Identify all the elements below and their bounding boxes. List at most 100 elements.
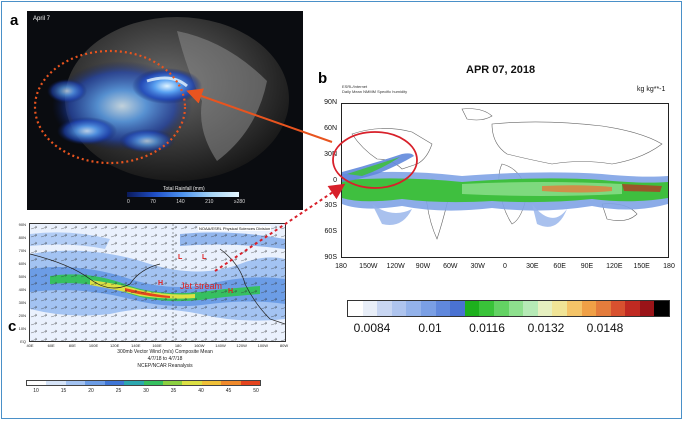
wind-lon-label: 120E: [109, 343, 120, 348]
humidity-colorbar-swatch: [566, 301, 582, 316]
panel-c-letter: c: [8, 318, 17, 335]
wind-colorbar-swatch: [240, 381, 261, 385]
wind-lat-label: 90N: [18, 222, 26, 227]
wind-colorbar-swatch: [104, 381, 125, 385]
wind-lat-label: 10N: [18, 326, 26, 331]
humidity-lon-label: 150E: [633, 263, 650, 270]
wind-colorbar-swatch: [46, 381, 66, 385]
humidity-colorbar-label: 0.0116: [469, 321, 505, 335]
humidity-colorbar-swatch: [523, 301, 538, 316]
wind-lon-label: 140W: [215, 343, 226, 348]
humidity-colorbar-swatch: [450, 301, 465, 316]
panel-b-subtitle-line-1: ESRL/Internet: [342, 84, 368, 89]
wind-lon-label: 180: [174, 343, 182, 348]
humidity-lon-label: 90E: [580, 263, 594, 270]
humidity-colorbar-label: 0.0148: [586, 321, 624, 335]
humidity-lat-label: 60N: [324, 124, 337, 132]
humidity-lon-label: 30E: [526, 263, 539, 270]
humidity-colorbar-swatch: [639, 301, 655, 316]
humidity-colorbar-swatch: [581, 301, 597, 316]
rainfall-colorbar: [127, 192, 239, 197]
rainfall-tick-4: ≥280: [233, 199, 245, 205]
wind-colorbar: [26, 380, 261, 386]
humidity-colorbar-label: 0.01: [418, 321, 442, 335]
wind-colorbar-label: 30: [143, 388, 149, 394]
wind-lon-label: 160E: [152, 343, 162, 348]
wind-colorbar-swatch: [124, 381, 144, 385]
wind-colorbar-label: 10: [33, 388, 39, 394]
wind-colorbar-label: 35: [170, 388, 177, 394]
rainfall-tick-1: 70: [150, 199, 156, 205]
wind-colorbar-swatch: [201, 381, 222, 385]
humidity-colorbar-swatch: [348, 301, 363, 316]
humidity-colorbar: [347, 300, 670, 317]
humidity-colorbar-swatch: [596, 301, 611, 316]
humidity-colorbar-swatch: [464, 301, 480, 316]
humidity-lon-label: 150W: [359, 263, 378, 270]
humidity-lon-label: 60E: [553, 263, 566, 270]
humidity-lon-label: 120E: [606, 263, 623, 270]
humidity-colorbar-swatch: [537, 301, 553, 316]
wind-lon-label: 40E: [26, 343, 34, 348]
humidity-colorbar-swatch: [391, 301, 407, 316]
rainfall-tick-3: 210: [205, 199, 214, 205]
humidity-colorbar-swatch: [406, 301, 421, 316]
humidity-colorbar-swatch: [435, 301, 451, 316]
wind-lat-label: 50N: [18, 274, 26, 279]
humidity-lon-label: 180: [663, 263, 675, 270]
wind-colorbar-swatch: [85, 381, 105, 385]
wind-colorbar-swatch: [221, 381, 241, 385]
panel-b-letter: b: [318, 70, 328, 87]
humidity-lat-label: 90N: [324, 99, 337, 106]
panel-a-date: April 7: [33, 16, 51, 22]
humidity-colorbar-swatch: [610, 301, 626, 316]
wind-colorbar-swatch: [182, 381, 202, 385]
wind-lat-label: 80N: [18, 235, 26, 240]
low-pressure-label-2: L: [202, 254, 207, 261]
wind-colorbar-label: 25: [115, 388, 122, 394]
rainfall-colorbar-ticks: 0 70 140 210 ≥280: [127, 199, 245, 205]
humidity-colorbar-swatch: [508, 301, 524, 316]
wind-lon-label: 60E: [47, 343, 55, 348]
humidity-lon-label: 120W: [386, 263, 405, 270]
humidity-lon-label: 30W: [470, 263, 485, 270]
wind-lon-label: 140E: [131, 343, 141, 348]
humidity-colorbar-swatch: [654, 301, 670, 316]
wind-colorbar-swatch: [65, 381, 86, 385]
humidity-colorbar-swatch: [420, 301, 436, 316]
humidity-lon-label: 180: [335, 263, 347, 270]
humidity-lon-label: 0: [503, 263, 507, 270]
humidity-lat-label: 30S: [324, 202, 337, 210]
wind-lat-label: 30N: [18, 300, 26, 305]
wind-lon-label: 120W: [236, 343, 247, 348]
rainfall-globe-graphic: [47, 17, 289, 181]
wind-lon-label: 80E: [68, 343, 76, 348]
low-pressure-label-1: L: [178, 254, 183, 261]
jet-stream-label: Jet stream: [180, 281, 223, 291]
humidity-colorbar-label: 0.0084: [353, 321, 391, 335]
wind-caption-line-3: NCEP/NCAR Reanalysis: [137, 363, 193, 369]
wind-lon-label: 100E: [88, 343, 99, 348]
humidity-colorbar-swatch: [625, 301, 640, 316]
humidity-colorbar-swatch: [377, 301, 392, 316]
wind-lon-label: 80W: [279, 343, 289, 348]
wind-caption-line-2: 4/7/18 to 4/7/18: [147, 356, 183, 362]
wind-colorbar-swatch: [27, 381, 47, 385]
panel-a-rainfall-image: April 7 Total Rainfall (mm) 0 70 140 210 ≥28…: [27, 11, 303, 210]
panel-b-title: APR 07, 2018: [466, 64, 536, 76]
wind-colorbar-label: 40: [198, 388, 204, 394]
humidity-lat-label: 0: [333, 176, 337, 184]
high-pressure-label-2: H: [228, 288, 234, 295]
panel-b-subtitle: ESRL/Internet Daily Mean NMMM Specific h…: [342, 84, 407, 94]
wind-colorbar-swatch: [143, 381, 163, 385]
humidity-lon-label: 90W: [415, 263, 431, 270]
wind-lat-label: 60N: [18, 261, 26, 266]
wind-lat-label: 70N: [18, 248, 26, 253]
wind-lat-label: 20N: [18, 313, 26, 318]
wind-colorbar-label: 20: [88, 388, 94, 394]
humidity-colorbar-swatch: [362, 301, 378, 316]
humidity-colorbar-label: 0.0132: [527, 321, 565, 335]
wind-colorbar-label: 45: [225, 388, 232, 394]
wind-colorbar-label: 50: [253, 388, 259, 394]
